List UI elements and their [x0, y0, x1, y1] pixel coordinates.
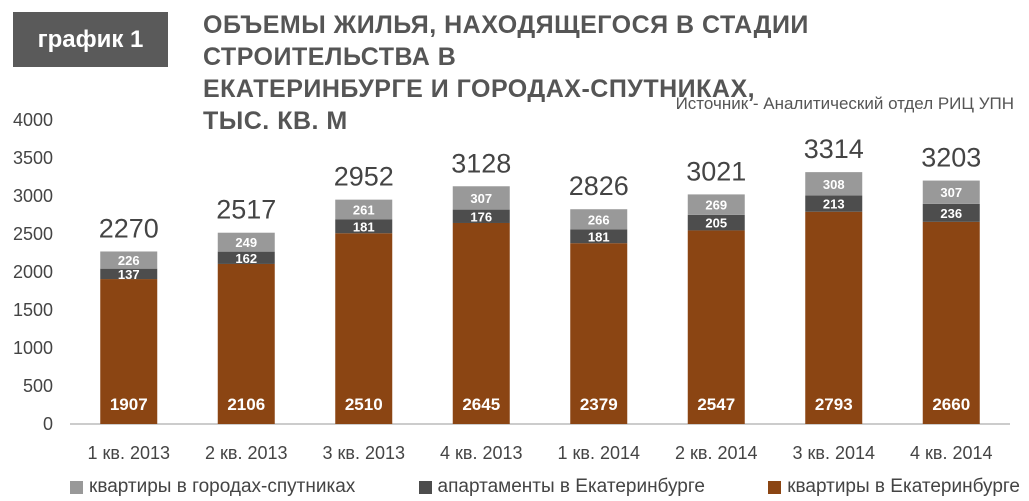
- bar-segment: [335, 219, 393, 234]
- bar-segment: [100, 251, 158, 269]
- x-tick-label: 2 кв. 2013: [205, 443, 288, 463]
- x-tick-label: 3 кв. 2013: [323, 443, 406, 463]
- y-tick-label: 4000: [13, 110, 53, 130]
- bar-value-label: 307: [940, 185, 962, 200]
- bar-segment: [452, 222, 510, 424]
- bar-value-label: 213: [823, 197, 845, 212]
- bar-value-label: 176: [470, 209, 492, 224]
- bar-value-label: 181: [353, 219, 375, 234]
- x-tick-label: 4 кв. 2014: [910, 443, 993, 463]
- legend-label-satellite-flats: квартиры в городах-спутниках: [89, 476, 356, 497]
- bar-segment: [570, 209, 628, 230]
- legend-item-ekb-apartments: апартаменты в Екатеринбурге: [418, 476, 705, 498]
- bar-value-label: 2645: [462, 395, 500, 414]
- x-tick-label: 1 кв. 2014: [558, 443, 641, 463]
- legend-item-ekb-flats: квартиры в Екатеринбурге: [768, 476, 1020, 498]
- bar-segment: [100, 279, 158, 424]
- bar-value-label: 2510: [345, 395, 383, 414]
- bar-total-label: 3314: [804, 134, 864, 164]
- legend: квартиры в городах-спутниках апартаменты…: [70, 476, 1020, 498]
- y-tick-label: 3500: [13, 148, 53, 168]
- y-tick-label: 1000: [13, 338, 53, 358]
- bar-segment: [922, 221, 980, 424]
- bar-total-label: 3203: [921, 143, 981, 173]
- title-line-3: ТЫС. КВ. М: [203, 107, 348, 135]
- bar-total-label: 2270: [99, 213, 159, 243]
- chart-badge: график 1: [13, 12, 168, 67]
- bar-segment: [570, 229, 628, 244]
- y-tick-label: 2500: [13, 224, 53, 244]
- bar-value-label: 261: [353, 203, 375, 218]
- bar-total-label: 3021: [686, 156, 746, 186]
- y-tick-label: 500: [23, 376, 53, 396]
- bar-value-label: 2106: [227, 395, 265, 414]
- bar-segment: [687, 230, 745, 424]
- chart-title: ОБЪЕМЫ ЖИЛЬЯ, НАХОДЯЩЕГОСЯ В СТАДИИ СТРО…: [203, 9, 1013, 137]
- bar-segment: [452, 209, 510, 223]
- bar-segment: [805, 172, 863, 196]
- bar-segment: [217, 251, 275, 264]
- bar-value-label: 2793: [815, 395, 853, 414]
- y-tick-label: 1500: [13, 300, 53, 320]
- bar-segment: [452, 186, 510, 210]
- bar-segment: [570, 243, 628, 424]
- bar-total-label: 2517: [216, 195, 276, 225]
- x-tick-label: 2 кв. 2014: [675, 443, 758, 463]
- bar-segment: [805, 195, 863, 212]
- y-tick-label: 3000: [13, 186, 53, 206]
- bar-segment: [217, 232, 275, 252]
- bar-value-label: 269: [705, 198, 727, 213]
- y-tick-label: 2000: [13, 262, 53, 282]
- legend-label-ekb-apartments: апартаменты в Екатеринбурге: [437, 476, 705, 497]
- bar-segment: [335, 233, 393, 424]
- bar-total-label: 3128: [451, 148, 511, 178]
- bar-value-label: 2660: [932, 395, 970, 414]
- bar-value-label: 236: [940, 206, 962, 221]
- y-tick-label: 0: [43, 414, 53, 434]
- bar-value-label: 307: [470, 191, 492, 206]
- source-note: Источник - Аналитический отдел РИЦ УПН: [675, 94, 1014, 113]
- bar-value-label: 308: [823, 177, 845, 192]
- legend-label-ekb-flats: квартиры в Екатеринбурге: [787, 476, 1020, 497]
- title-line-2: ЕКАТЕРИНБУРГЕ И ГОРОДАХ-СПУТНИКАХ,: [203, 75, 756, 103]
- bar-value-label: 162: [235, 251, 257, 266]
- bar-segment: [217, 263, 275, 424]
- bar-value-label: 2547: [697, 395, 735, 414]
- legend-swatch-satellite-flats: [70, 480, 83, 494]
- bar-value-label: 181: [588, 229, 610, 244]
- bar-value-label: 266: [588, 212, 610, 227]
- bar-segment: [922, 180, 980, 204]
- x-tick-label: 4 кв. 2013: [440, 443, 523, 463]
- bar-segment: [805, 211, 863, 424]
- legend-swatch-ekb-apartments: [418, 480, 432, 494]
- bar-value-label: 249: [235, 235, 257, 250]
- legend-swatch-ekb-flats: [768, 480, 782, 494]
- bar-value-label: 137: [118, 267, 140, 282]
- title-line-1: ОБЪЕМЫ ЖИЛЬЯ, НАХОДЯЩЕГОСЯ В СТАДИИ СТРО…: [203, 11, 809, 71]
- x-tick-label: 1 кв. 2013: [88, 443, 171, 463]
- bar-segment: [687, 194, 745, 215]
- bar-total-label: 2952: [334, 162, 394, 192]
- bar-segment: [100, 268, 158, 280]
- x-tick-label: 3 кв. 2014: [793, 443, 876, 463]
- bar-value-label: 205: [705, 216, 727, 231]
- bar-value-label: 2379: [580, 395, 618, 414]
- bar-segment: [922, 203, 980, 222]
- bar-value-label: 226: [118, 253, 140, 268]
- bar-segment: [335, 199, 393, 220]
- legend-item-satellite-flats: квартиры в городах-спутниках: [70, 476, 355, 498]
- bar-total-label: 2826: [569, 171, 629, 201]
- bar-value-label: 1907: [110, 395, 148, 414]
- bar-segment: [687, 214, 745, 231]
